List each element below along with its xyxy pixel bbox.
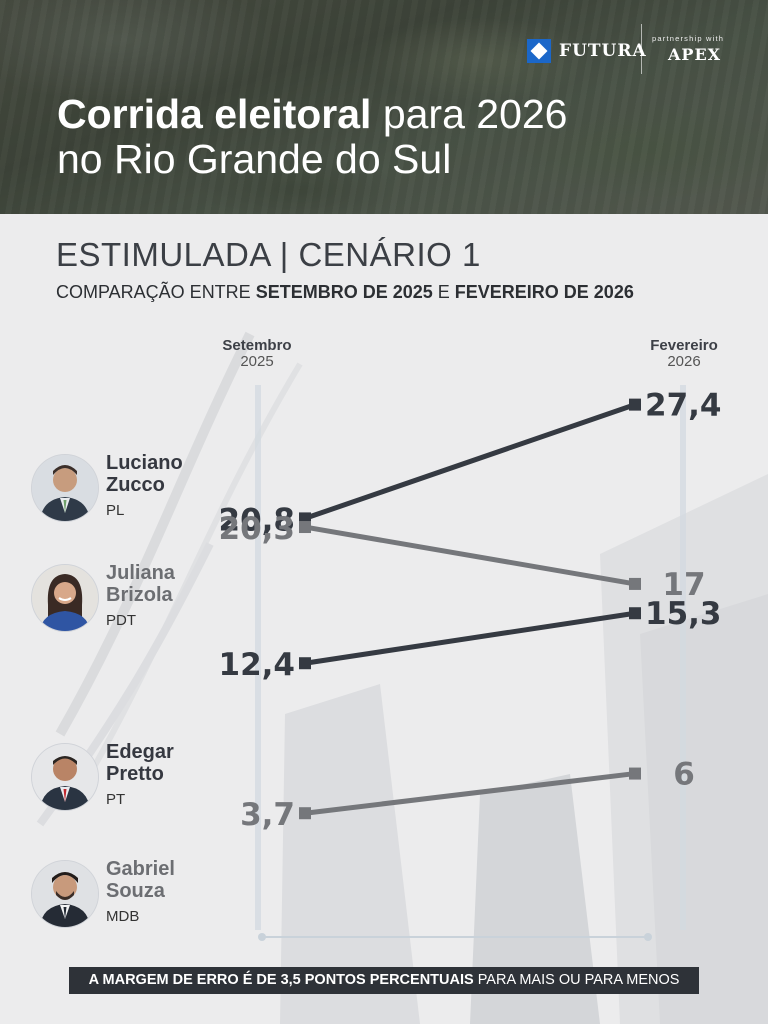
chart-subtitle: ESTIMULADA | CENÁRIO 1 — [56, 236, 481, 273]
data-label: 17 — [662, 567, 705, 603]
name-line2: Zucco — [106, 474, 165, 496]
series-line — [302, 402, 638, 521]
header-banner — [0, 0, 768, 214]
candidate-party: PT — [106, 791, 126, 808]
candidate-name: Gabriel Souza — [106, 858, 216, 902]
footer-bold: A MARGEM DE ERRO É DE 3,5 PONTOS PERCENT… — [88, 972, 474, 988]
futura-logo-icon — [527, 39, 551, 63]
name-line1: Juliana — [106, 562, 175, 584]
data-label: 20,3 — [219, 511, 296, 547]
name-line2: Brizola — [106, 584, 173, 606]
name-line2: Pretto — [106, 763, 164, 785]
candidate-name: Luciano Zucco — [106, 452, 216, 496]
series-line — [302, 610, 638, 666]
avatar — [32, 455, 98, 521]
comparison-prefix: COMPARAÇÃO ENTRE — [56, 282, 256, 302]
logo-divider — [641, 24, 642, 74]
data-point — [629, 607, 641, 620]
name-line1: Edegar — [106, 741, 174, 763]
x-label-year: 2025 — [240, 353, 274, 370]
candidate-pretto: Edegar Pretto PT — [32, 741, 212, 814]
data-point — [629, 767, 641, 780]
title-rest: para 2026 — [371, 91, 568, 137]
data-point — [629, 398, 641, 411]
data-label: 27,4 — [645, 388, 722, 424]
partner-name: APEX — [668, 45, 722, 64]
x-label-month: Fevereiro — [650, 337, 718, 354]
partner-label: partnership with — [652, 34, 725, 43]
name-line2: Souza — [106, 880, 165, 902]
data-point — [299, 521, 311, 534]
guide-line-left — [255, 385, 261, 930]
candidate-party: MDB — [106, 908, 140, 925]
candidate-party: PL — [106, 502, 125, 519]
title-line2: no Rio Grande do Sul — [57, 136, 452, 182]
data-point — [629, 577, 641, 590]
avatar — [32, 861, 98, 927]
data-point — [299, 657, 311, 670]
candidate-party: PDT — [106, 612, 136, 629]
futura-logo: FUTURA — [527, 36, 647, 66]
brand-name: FUTURA — [559, 41, 647, 61]
candidate-brizola: Juliana Brizola PDT — [32, 562, 212, 635]
x-label-fevereiro: Fevereiro 2026 — [624, 338, 744, 370]
background-decoration — [36, 331, 768, 1024]
comparison-to: FEVEREIRO DE 2026 — [454, 282, 634, 302]
series-line — [302, 524, 638, 587]
x-axis-end-dot — [644, 933, 652, 941]
comparison-from: SETEMBRO DE 2025 — [255, 282, 433, 302]
x-axis-end-dot — [258, 933, 266, 941]
candidate-souza: Gabriel Souza MDB — [32, 858, 212, 931]
footer-rest: PARA MAIS OU PARA MENOS — [473, 972, 680, 988]
data-label: 12,4 — [219, 647, 296, 683]
data-label: 20,8 — [219, 502, 296, 538]
data-point — [299, 807, 311, 820]
guide-line-right — [680, 385, 686, 930]
name-line1: Gabriel — [106, 858, 175, 880]
comparison-joiner: E — [432, 282, 455, 302]
name-line1: Luciano — [106, 452, 183, 474]
data-label: 6 — [673, 757, 695, 793]
series-line — [302, 771, 638, 816]
avatar — [32, 744, 98, 810]
x-label-setembro: Setembro 2025 — [197, 338, 317, 370]
comparison-text: COMPARAÇÃO ENTRE SETEMBRO DE 2025 E FEVE… — [56, 282, 634, 303]
candidate-name: Edegar Pretto — [106, 741, 216, 785]
candidate-name: Juliana Brizola — [106, 562, 216, 606]
x-label-year: 2026 — [667, 353, 701, 370]
avatar — [32, 565, 98, 631]
page-title: Corrida eleitoral para 2026 no Rio Grande… — [57, 92, 568, 182]
candidate-zucco: Luciano Zucco PL — [32, 452, 212, 525]
data-label: 15,3 — [645, 596, 722, 632]
title-bold: Corrida eleitoral — [57, 91, 372, 137]
data-label: 3,7 — [240, 797, 295, 833]
x-label-month: Setembro — [222, 337, 292, 354]
margin-of-error-note: A MARGEM DE ERRO É DE 3,5 PONTOS PERCENT… — [69, 967, 699, 994]
